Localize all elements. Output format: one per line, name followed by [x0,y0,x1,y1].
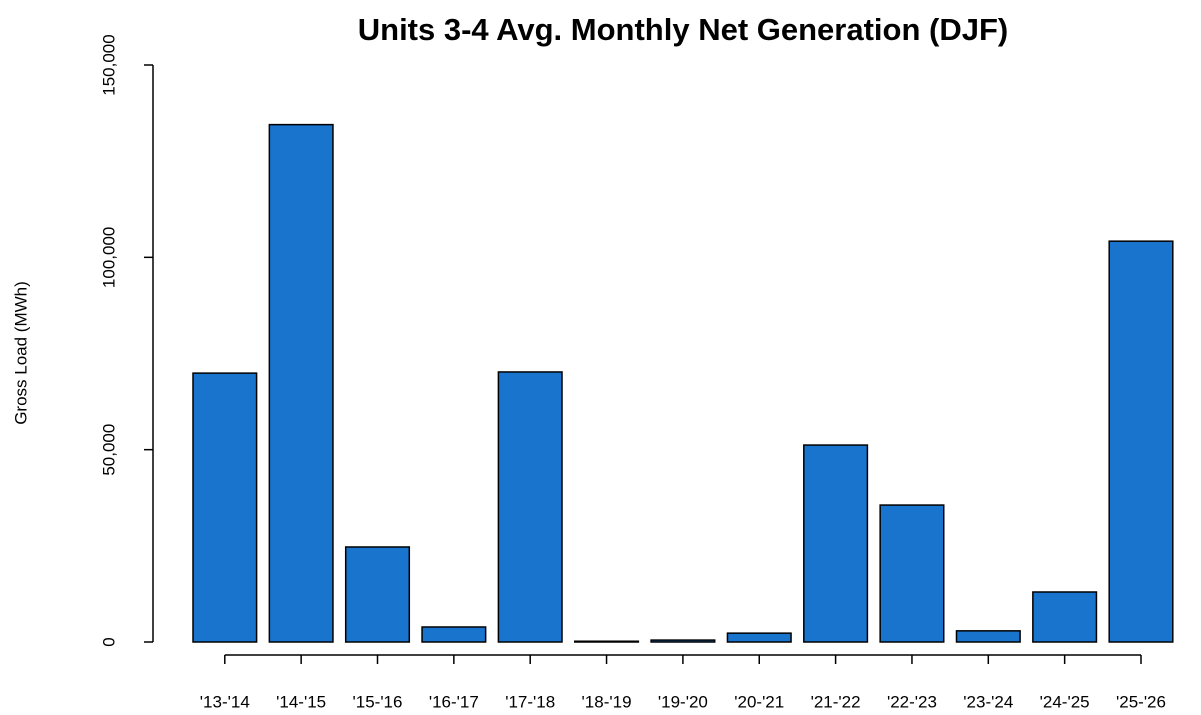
bar [1032,591,1098,643]
x-tick-label: '25-'26 [1116,692,1166,711]
x-tick-label: '18-'19 [582,692,632,711]
x-tick-label: '24-'25 [1040,692,1090,711]
x-tick-label: '23-'24 [963,692,1013,711]
bar [879,504,945,643]
bar [192,372,258,643]
bar [955,630,1021,643]
x-tick-label: '20-'21 [734,692,784,711]
y-tick-label: 150,000 [99,34,118,95]
bar [344,546,411,643]
bar [574,640,640,643]
y-tick-label: 50,000 [99,424,118,476]
bar [1108,240,1174,643]
bar [726,632,792,643]
bar [650,639,716,643]
bar [803,444,869,643]
x-tick-label: '19-'20 [658,692,708,711]
x-tick-label: '22-'23 [887,692,937,711]
y-tick-label: 100,000 [99,227,118,288]
x-tick-label: '16-'17 [429,692,479,711]
x-tick-label: '14-'15 [276,692,326,711]
chart-title: Units 3-4 Avg. Monthly Net Generation (D… [358,12,1008,47]
y-tick-label: 0 [99,637,118,646]
bar [421,626,487,643]
bar [268,123,334,643]
x-tick-label: '17-'18 [505,692,555,711]
x-tick-label: '13-'14 [200,692,250,711]
x-tick-label: '21-'22 [811,692,861,711]
x-tick-label: '15-'16 [353,692,403,711]
bar [497,371,563,643]
y-axis-label: Gross Load (MWh) [11,281,30,425]
